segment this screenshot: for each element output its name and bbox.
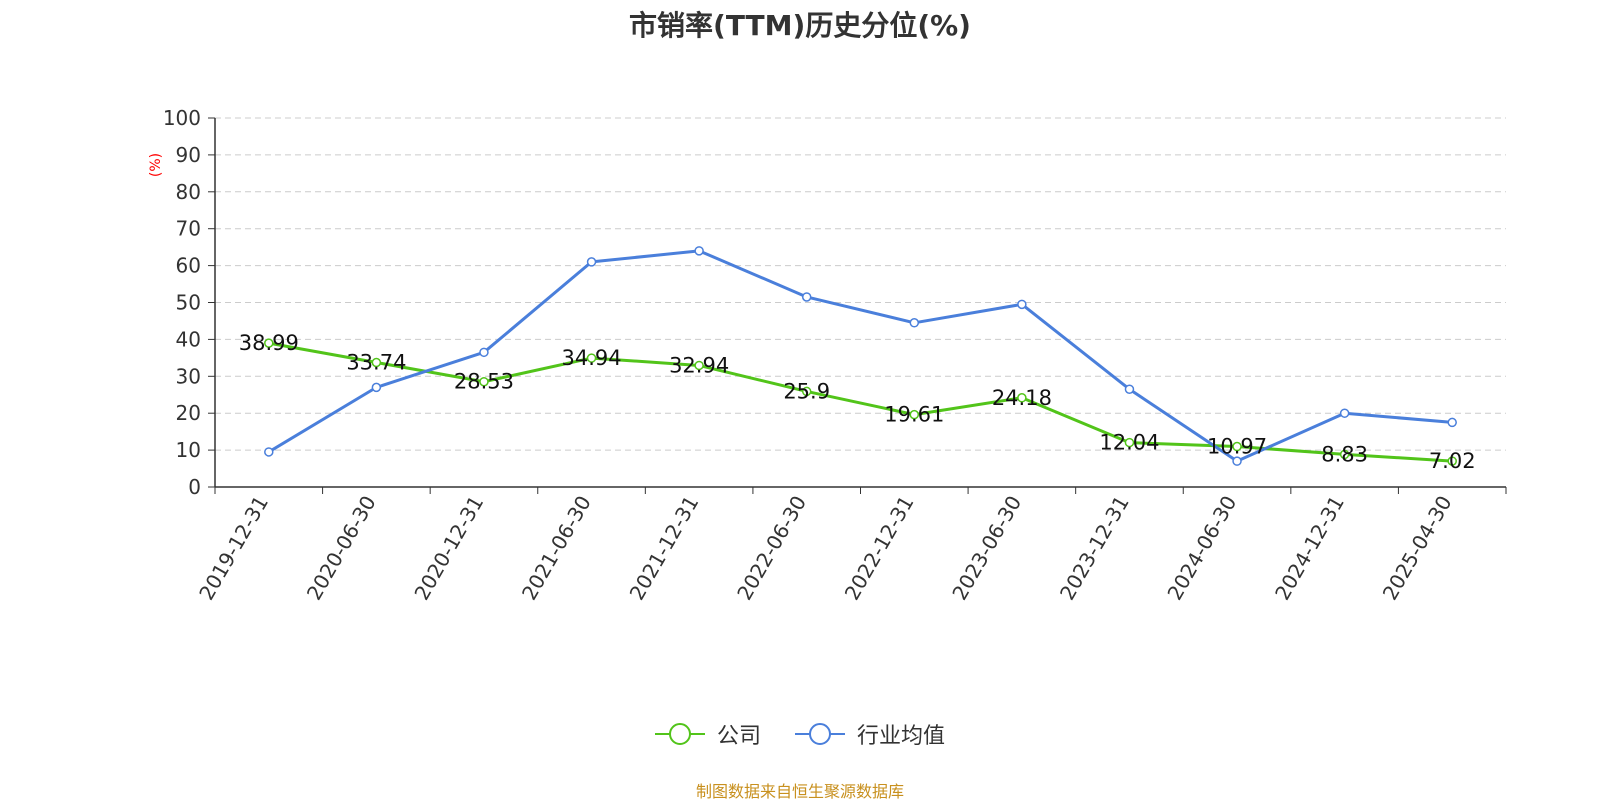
x-tick-label: 2022-12-31 [840, 492, 919, 605]
data-point-industry-average [371, 382, 382, 393]
data-point-industry-average [1017, 299, 1027, 310]
data-label: 7.02 [1429, 449, 1476, 473]
data-point-company [264, 338, 274, 348]
data-point-company [1339, 449, 1350, 460]
data-point-company [371, 357, 382, 368]
data-label: 28.53 [454, 370, 514, 394]
y-tick-label: 80 [176, 180, 201, 204]
data-point-industry-average [1124, 384, 1135, 394]
legend: 公司 行业均值 [0, 718, 1600, 750]
series-lines [264, 246, 1457, 466]
x-tick-label: 2020-12-31 [409, 492, 488, 605]
data-point-company [1447, 456, 1457, 466]
data-point-industry-average [694, 246, 704, 256]
data-label: 25.9 [783, 379, 830, 403]
data-label: 32.94 [669, 353, 729, 377]
data-label: 10.97 [1207, 435, 1267, 459]
legend-marker-industry-icon [795, 723, 845, 745]
legend-item-company[interactable]: 公司 [654, 718, 761, 750]
legend-marker-company-icon [654, 723, 705, 745]
data-point-company [694, 360, 704, 371]
x-tick-label: 2024-06-30 [1162, 492, 1241, 605]
data-point-industry-average [1232, 456, 1242, 466]
y-tick-label: 100 [163, 106, 201, 130]
data-label: 8.83 [1321, 442, 1368, 466]
legend-item-industry-average[interactable]: 行业均值 [795, 718, 945, 750]
x-tick-label: 2021-12-31 [625, 492, 704, 605]
series-line-industry-average [268, 249, 1453, 463]
y-tick-label: 40 [176, 327, 201, 351]
data-label: 34.94 [561, 346, 621, 370]
legend-label-company: 公司 [716, 724, 761, 749]
x-tick-label: 2025-04-30 [1378, 492, 1457, 605]
series-line-company [268, 341, 1453, 463]
data-point-industry-average [1447, 417, 1457, 428]
data-point-industry-average [1339, 408, 1350, 418]
y-tick-label: 70 [176, 217, 201, 241]
data-point-company [479, 376, 489, 387]
data-point-company [801, 386, 812, 397]
x-tick-label: 2023-12-31 [1055, 492, 1134, 605]
data-point-company [909, 409, 920, 420]
data-label: 24.18 [992, 386, 1052, 410]
y-axis-unit-label: (%) [148, 152, 164, 178]
y-tick-label: 60 [176, 254, 201, 278]
data-point-industry-average [479, 347, 489, 358]
source-note: 制图数据来自恒生聚源数据库 [695, 782, 904, 801]
chart-title: 市销率(TTM)历史分位(%) [629, 9, 971, 42]
y-tick-label: 20 [176, 401, 201, 425]
data-point-industry-average [801, 292, 812, 302]
x-tick-label: 2022-06-30 [732, 492, 811, 605]
data-point-industry-average [264, 447, 274, 457]
data-point-industry-average [586, 257, 597, 267]
y-tick-label: 10 [176, 438, 201, 462]
y-tick-label: 90 [176, 143, 201, 167]
data-label: 33.74 [346, 350, 406, 374]
data-label: 12.04 [1099, 431, 1159, 455]
x-tick-label: 2024-12-31 [1270, 492, 1349, 605]
y-tick-label: 30 [176, 364, 201, 388]
data-labels: 38.99 33.74 28.53 34.94 32.94 25.9 19.61 24.18 1… [239, 331, 1476, 473]
gridlines [215, 117, 1506, 451]
data-point-company [1124, 437, 1135, 448]
legend-label-industry-average: 行业均值 [857, 724, 946, 749]
data-point-company [1017, 393, 1027, 403]
x-tick-label: 2023-06-30 [947, 492, 1026, 605]
data-label: 38.99 [239, 331, 299, 355]
y-tick-label: 50 [176, 291, 201, 315]
data-label: 19.61 [884, 403, 944, 427]
x-tick-label: 2019-12-31 [194, 492, 273, 605]
data-point-company [586, 353, 597, 363]
y-tick-label: 0 [188, 475, 201, 499]
x-tick-label: 2021-06-30 [517, 492, 596, 605]
data-point-industry-average [909, 318, 920, 328]
x-tick-label: 2020-06-30 [302, 492, 381, 605]
data-point-company [1232, 441, 1242, 452]
